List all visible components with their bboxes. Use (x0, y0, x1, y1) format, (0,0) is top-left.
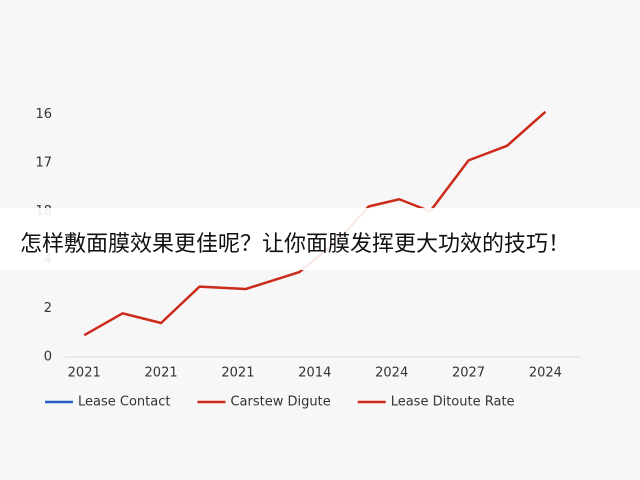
banner-text: 怎样敷面膜效果更佳呢？让你面膜发挥更大功效的技巧！ (20, 232, 571, 257)
legend-label: Lease Contact (78, 395, 170, 410)
x-tick-label: 2027 (452, 366, 485, 381)
legend-label: Lease Ditoute Rate (391, 395, 515, 410)
x-tick-label: 2024 (529, 366, 562, 381)
x-tick-label: 2024 (375, 366, 408, 381)
y-tick-label: 16 (35, 107, 52, 122)
banner: 怎样敷面膜效果更佳呢？让你面膜发挥更大功效的技巧！ (0, 208, 640, 270)
x-tick-label: 2021 (221, 366, 254, 381)
legend-label: Carstew Digute (230, 395, 330, 410)
x-tick-label: 2021 (145, 366, 178, 381)
y-tick-label: 0 (44, 350, 52, 365)
y-tick-label: 2 (44, 301, 52, 316)
x-tick-label: 2021 (68, 366, 101, 381)
x-tick-label: 2014 (298, 366, 331, 381)
y-tick-label: 17 (35, 155, 52, 170)
